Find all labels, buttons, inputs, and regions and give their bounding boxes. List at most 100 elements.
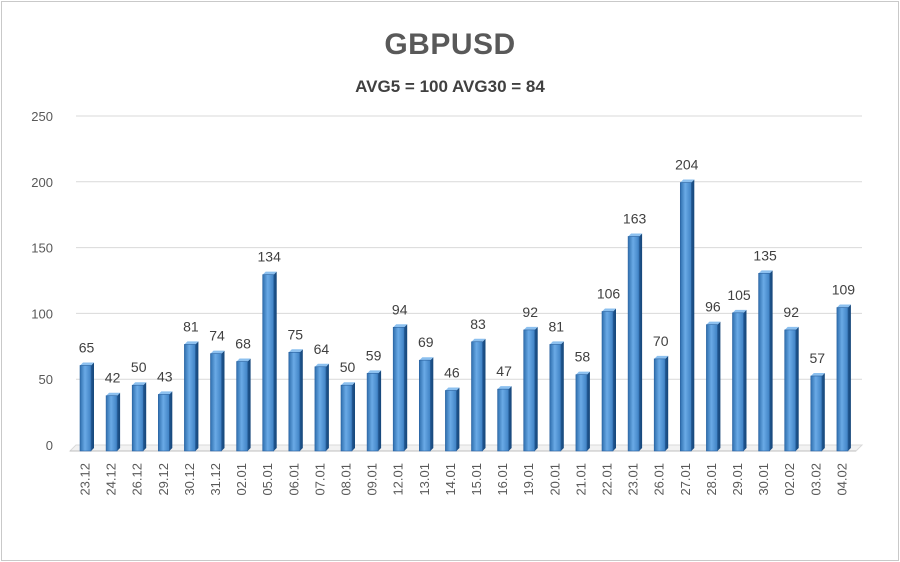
bar [706,321,721,452]
bar-top [732,309,747,313]
x-tick-label: 23.01 [626,463,641,496]
x-tick-label: 29.01 [730,463,745,496]
data-label: 163 [623,210,647,226]
bar [158,391,173,452]
bar-front [131,384,144,452]
bar-front [836,307,849,452]
bar-top [654,355,669,359]
x-tick-label: 04.02 [834,463,849,496]
bar-front [210,353,222,452]
x-tick-label: 19.01 [521,463,536,496]
chart-title: GBPUSD [384,28,516,61]
bar [758,270,773,452]
bar-top [184,341,199,345]
bar-front [497,388,509,452]
data-label: 134 [258,249,282,265]
bar-side [117,392,121,451]
x-tick-label: 26.01 [652,463,667,496]
bar-front [314,366,327,452]
bar-side [299,349,303,451]
x-tick-label: 26.12 [130,463,145,496]
bar-front [784,329,797,452]
x-tick-label: 12.01 [391,463,406,496]
bar-front [445,390,457,452]
bar [836,304,851,452]
bar-side [795,326,799,451]
bar-side [325,363,329,451]
bar [601,308,616,452]
bar-front [392,326,405,452]
bar [210,350,225,452]
bar-side [665,355,669,451]
x-tick-label: 30.01 [756,463,771,496]
bar-top [758,270,773,274]
bar-side [639,233,643,451]
bar-side [247,358,251,451]
bar [549,341,564,452]
bar [627,233,643,452]
bar-front [418,359,431,452]
x-tick-label: 13.01 [417,463,432,496]
bar [523,326,538,452]
x-tick-label: 21.01 [573,463,588,496]
y-tick-label: 250 [31,109,53,124]
bar-side [273,271,277,451]
bar-side [430,357,434,451]
bar-front [679,182,692,452]
x-tick-label: 31.12 [208,463,223,496]
data-label: 92 [783,304,799,320]
x-tick-label: 06.01 [286,463,301,496]
bar [184,341,199,452]
x-tick-label: 24.12 [104,463,119,496]
bar-front [236,361,248,452]
x-tick-label: 20.01 [547,463,562,496]
bar-front [471,341,483,452]
x-tick-label: 22.01 [600,463,615,496]
bar-front [810,375,823,452]
bar-top [106,392,121,396]
bar-side [586,371,590,451]
bar-front [105,395,118,452]
x-tick-label: 02.01 [234,463,249,496]
data-label: 75 [288,326,304,342]
data-label: 42 [105,370,121,386]
bar-front [262,274,275,452]
bar-top [784,326,799,330]
bar-top [288,349,303,353]
bar-front [79,365,92,452]
y-tick-label: 0 [46,438,53,453]
bar-top [810,372,825,376]
bar-top [236,358,251,362]
bar-front [549,344,562,452]
bar [418,357,434,452]
data-label: 109 [832,282,856,298]
data-label: 65 [79,339,95,355]
data-label: 50 [340,359,356,375]
bar-top [210,350,225,354]
data-label: 46 [444,364,460,380]
bar-front [732,312,744,452]
data-label: 92 [522,304,538,320]
bar-side [91,362,94,451]
data-label: 47 [496,363,512,379]
bar-side [195,341,199,451]
bar [679,179,695,452]
bar-side [404,324,408,451]
bar-side [717,321,721,451]
bar-top [549,341,564,345]
bar-side [169,391,173,451]
data-label: 58 [575,349,591,365]
x-tick-label: 14.01 [443,463,458,496]
x-tick-label: 27.01 [678,463,693,496]
bar-top [680,179,695,183]
bar [653,355,669,452]
data-label: 59 [366,347,382,363]
data-label: 64 [314,341,330,357]
data-label: 83 [470,316,486,332]
bar [131,382,147,452]
y-tick-label: 200 [31,175,53,190]
bar-top [367,370,382,374]
y-tick-label: 150 [31,241,53,256]
